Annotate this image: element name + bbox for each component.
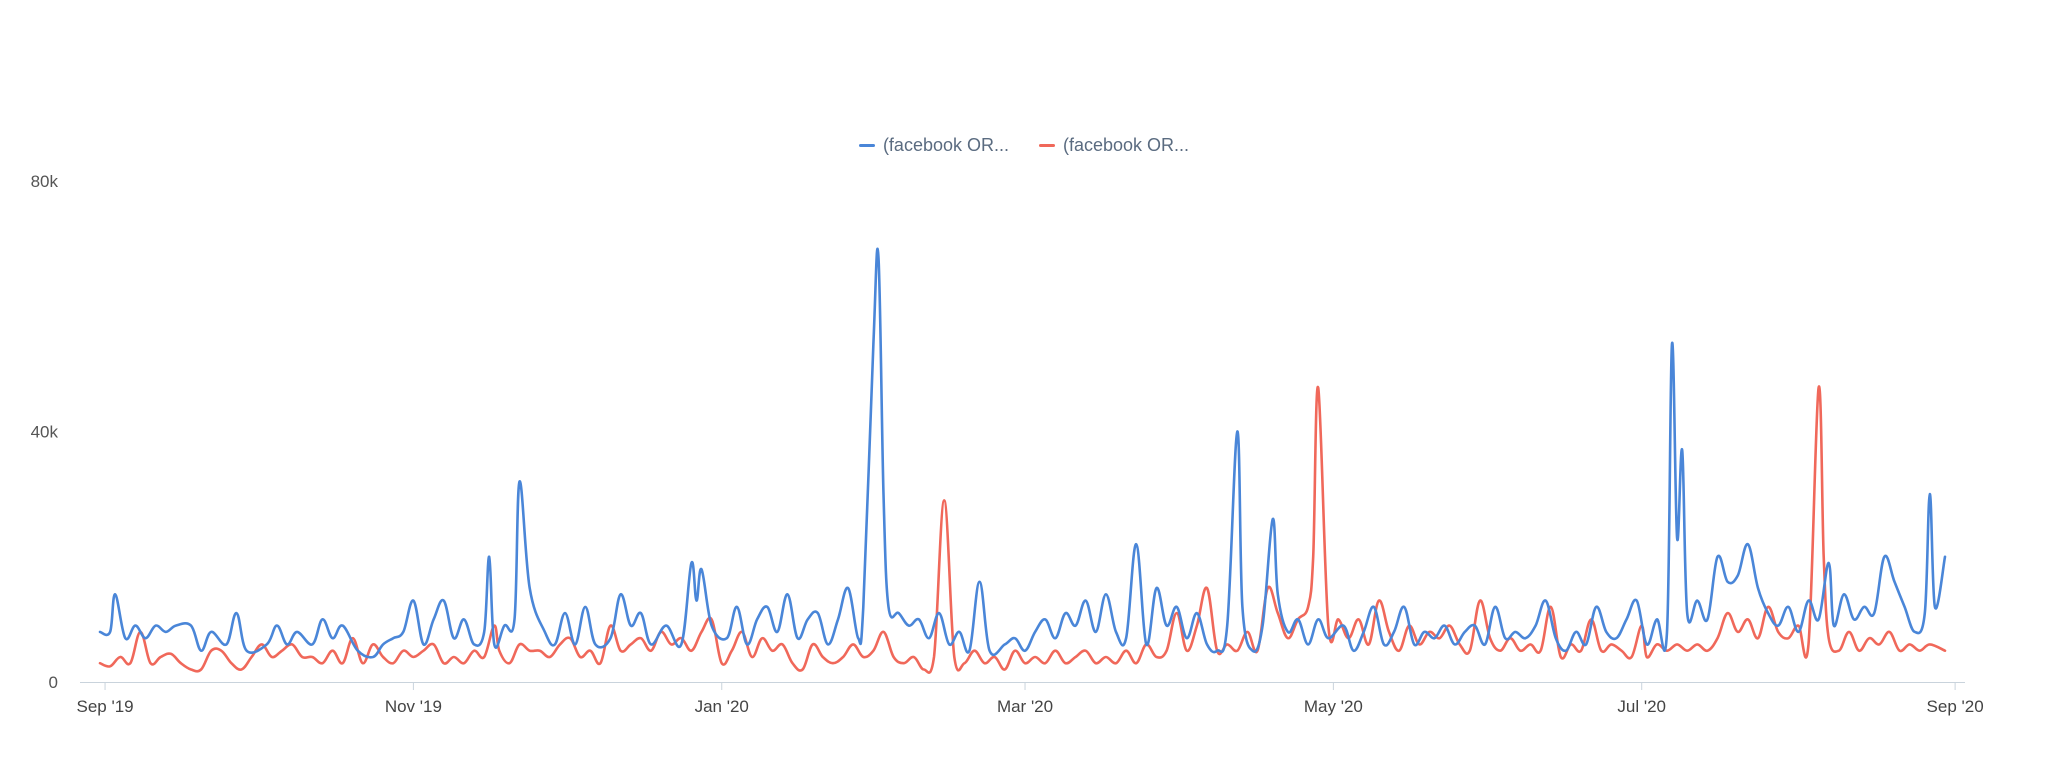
legend-item-series-2[interactable]: (facebook OR... bbox=[1039, 135, 1189, 156]
x-tick-label: Mar '20 bbox=[997, 697, 1053, 716]
chart-legend: (facebook OR... (facebook OR... bbox=[0, 135, 2048, 156]
legend-swatch-series-1 bbox=[858, 144, 875, 147]
x-tick-label: Sep '20 bbox=[1927, 697, 1984, 716]
y-tick-label: 0 bbox=[49, 673, 58, 692]
x-tick-label: Jul '20 bbox=[1617, 697, 1666, 716]
legend-label-series-1: (facebook OR... bbox=[882, 135, 1009, 155]
x-axis: Sep '19 Nov '19 Jan '20 Mar '20 May '20 Jul '… bbox=[76, 682, 1984, 716]
legend-swatch-series-2 bbox=[1039, 144, 1055, 147]
series-line-1[interactable] bbox=[98, 247, 1947, 659]
y-tick-label: 40k bbox=[31, 423, 59, 442]
x-tick-label: Sep '19 bbox=[76, 697, 133, 716]
series-line-2[interactable] bbox=[98, 385, 1947, 674]
x-tick-label: May '20 bbox=[1304, 697, 1363, 716]
x-tick-label: Nov '19 bbox=[385, 697, 442, 716]
legend-item-series-1[interactable]: (facebook OR... bbox=[858, 135, 1009, 156]
y-axis: 0 40k 80k bbox=[31, 172, 59, 692]
y-tick-label: 80k bbox=[31, 172, 59, 191]
x-tick-label: Jan '20 bbox=[695, 697, 749, 716]
legend-label-series-2: (facebook OR... bbox=[1063, 135, 1190, 155]
series-layer bbox=[98, 247, 1947, 674]
